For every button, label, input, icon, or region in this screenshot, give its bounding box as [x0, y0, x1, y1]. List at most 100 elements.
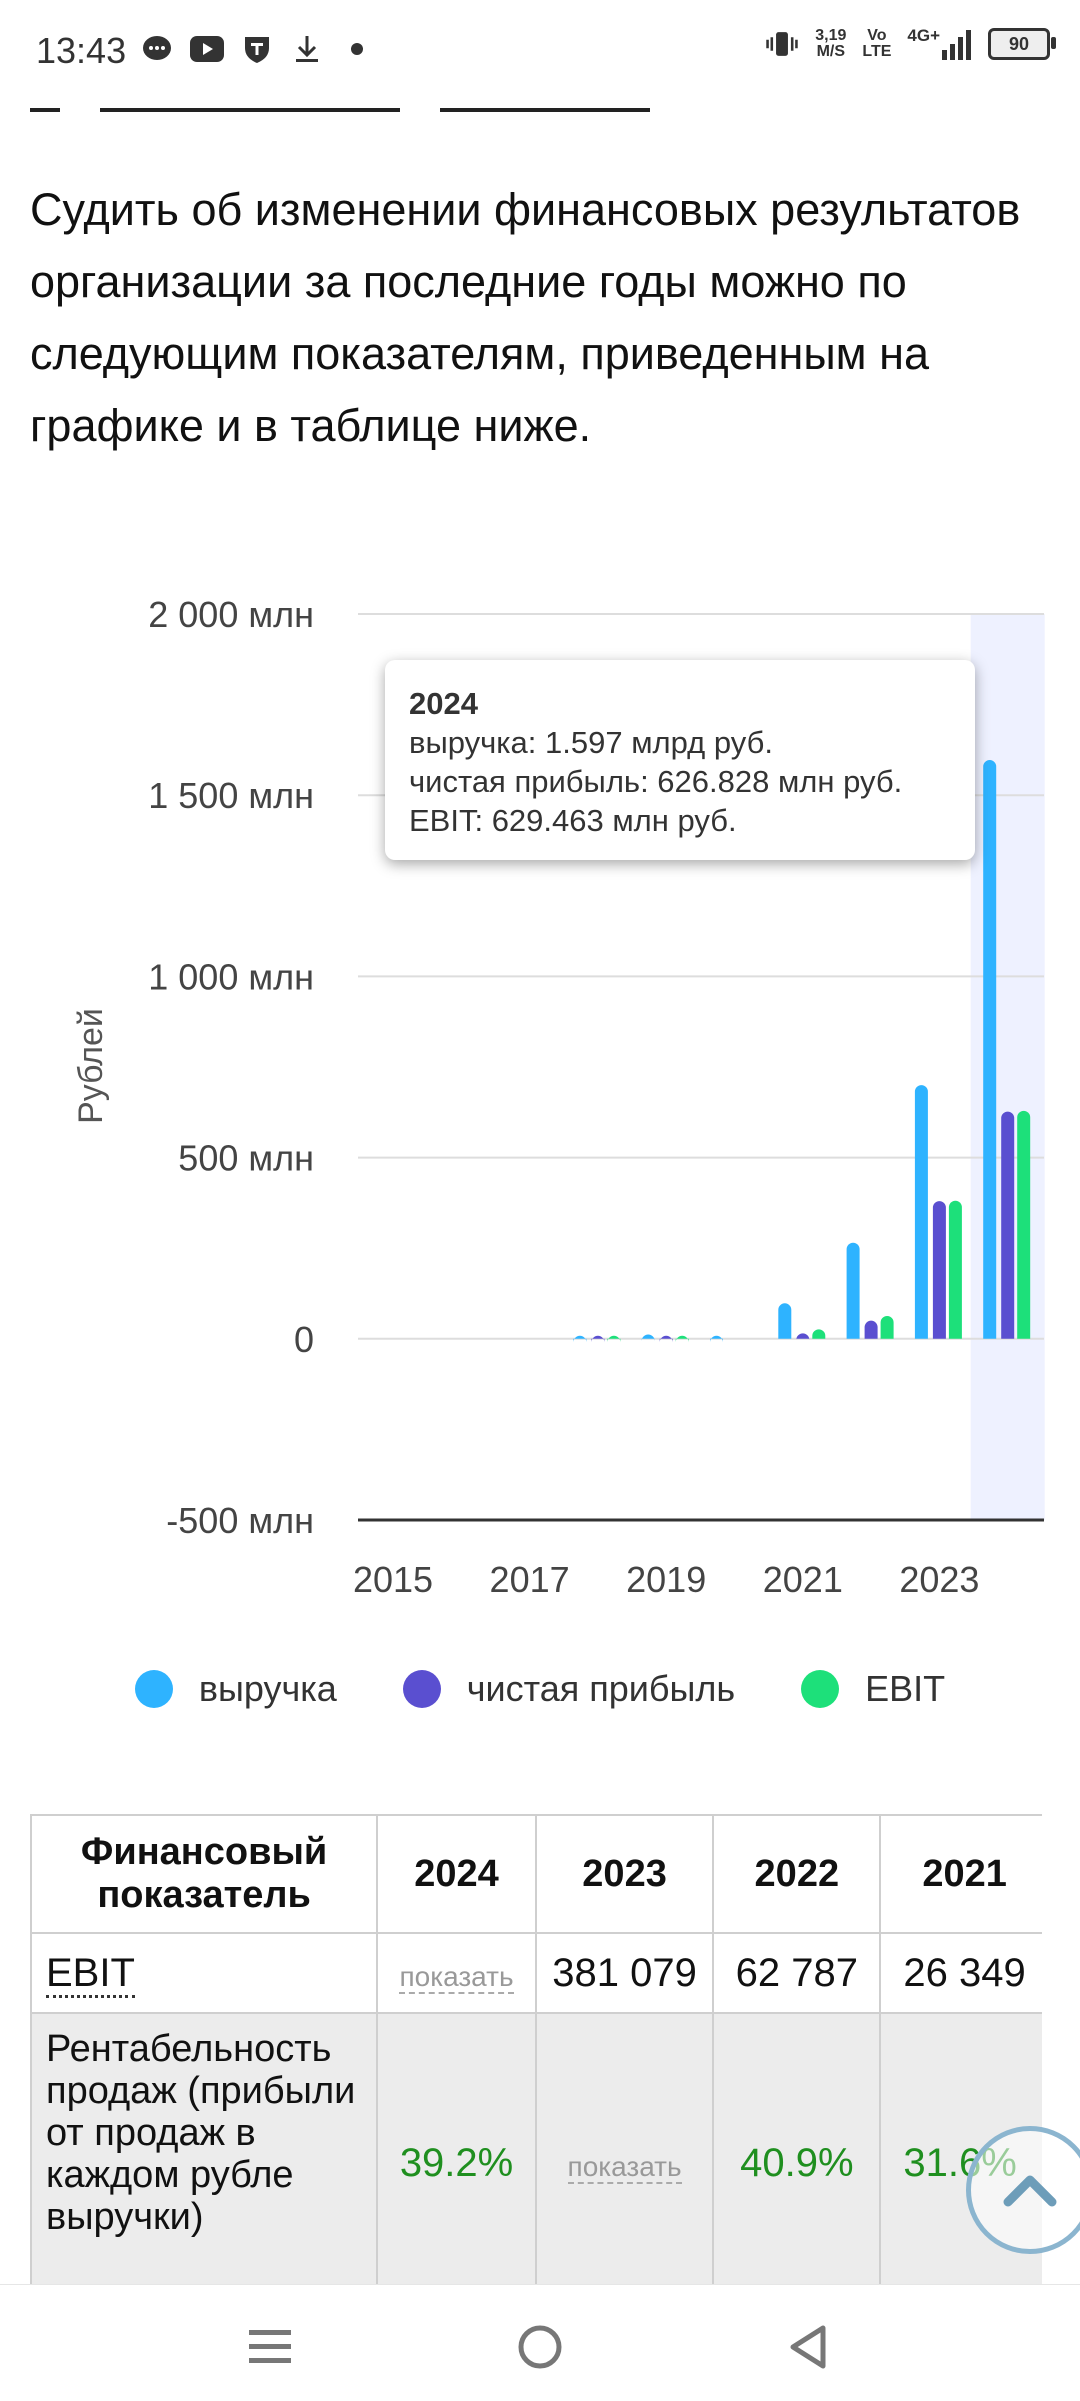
legend-label-net-profit: чистая прибыль	[466, 1668, 736, 1709]
network-type: 4G+	[907, 26, 940, 45]
chat-bubble-icon	[140, 34, 174, 64]
table-row-sales-margin: Рентабельность продаж (прибыли от продаж…	[30, 2012, 1050, 2284]
row-label-sales-margin: Рентабельность продаж (прибыли от продаж…	[30, 2012, 379, 2284]
header-year-2022: 2022	[712, 1814, 882, 1934]
notification-icons	[140, 34, 374, 64]
x-tick-label-2017: 2017	[490, 1559, 570, 1600]
tooltip-revenue: выручка: 1.597 млрд руб.	[409, 725, 773, 760]
show-button[interactable]: показать	[399, 1960, 514, 1994]
legend-dot-net-profit	[402, 1670, 441, 1708]
cut-off-text-line	[30, 96, 850, 114]
bar-выручка-2023	[914, 1085, 928, 1339]
bar-выручка-2024	[983, 760, 997, 1339]
header-indicator: Финансовый показатель	[30, 1814, 379, 1934]
legend-label-revenue: выручка	[198, 1668, 337, 1709]
header-year-2023: 2023	[534, 1814, 715, 1934]
y-tick-label-500: 500 млн	[178, 1138, 314, 1179]
bar-EBIT-2024	[1017, 1110, 1031, 1339]
bar-чистая-прибыль-2019	[659, 1335, 673, 1343]
legend-item-ebit[interactable]: EBIT	[801, 1668, 945, 1710]
bar-выручка-2018	[573, 1335, 587, 1343]
back-triangle-icon	[790, 2325, 826, 2369]
chevron-up-icon	[1003, 2175, 1057, 2207]
row-label-ebit[interactable]: EBIT	[30, 1932, 379, 2014]
legend-dot-revenue	[134, 1670, 173, 1708]
status-right: 3,19 M/S Vo LTE 4G+ 90	[765, 26, 1056, 60]
bar-EBIT-2023	[948, 1200, 962, 1339]
bar-чистая-прибыль-2022	[864, 1320, 878, 1339]
home-circle-icon	[518, 2325, 562, 2369]
bar-EBIT-2019	[675, 1335, 689, 1343]
cell-signal: 4G+	[907, 26, 972, 60]
financial-table-container[interactable]: Финансовый показатель 2024 2023 2022 202…	[30, 1814, 1050, 2284]
legend-dot-ebit	[801, 1670, 840, 1708]
cell-margin-2023[interactable]: показать	[534, 2012, 715, 2284]
bar-выручка-2019	[641, 1334, 655, 1341]
legend-item-revenue[interactable]: выручка	[134, 1668, 337, 1710]
home-button[interactable]	[508, 2315, 572, 2379]
ebit-term[interactable]: EBIT	[46, 1950, 135, 1998]
bar-выручка-2022	[846, 1242, 860, 1339]
tooltip-year: 2024	[409, 686, 478, 721]
table-edge	[1042, 1814, 1050, 2284]
network-speed: 3,19 M/S	[815, 28, 846, 60]
x-tick-label-2023: 2023	[899, 1559, 979, 1600]
menu-button[interactable]	[238, 2315, 302, 2379]
bar-выручка-2021	[778, 1303, 792, 1339]
bar-EBIT-2018	[607, 1335, 621, 1343]
speed-unit: M/S	[816, 43, 846, 60]
download-icon	[290, 34, 324, 64]
table-row-ebit: EBIT показать 381 079 62 787 26 349	[30, 1932, 1050, 2014]
x-tick-label-2015: 2015	[353, 1559, 433, 1600]
y-tick-label-1500: 1 500 млн	[148, 775, 314, 816]
cell-ebit-2021: 26 349	[879, 1932, 1050, 2014]
tooltip-net-profit: чистая прибыль: 626.828 млн руб.	[409, 764, 903, 799]
legend-label-ebit: EBIT	[865, 1668, 946, 1709]
financial-table: Финансовый показатель 2024 2023 2022 202…	[30, 1814, 1050, 2284]
bar-чистая-прибыль-2023	[932, 1201, 946, 1339]
youtube-icon	[190, 34, 224, 64]
bar-чистая-прибыль-2024	[1001, 1111, 1015, 1339]
volte-bottom: LTE	[862, 43, 892, 60]
intro-paragraph: Судить об изменении финансовых результат…	[30, 184, 1021, 451]
volte-indicator: Vo LTE	[862, 28, 891, 60]
volte-top: Vo	[867, 27, 887, 44]
y-tick-label-0: 0	[294, 1319, 314, 1360]
table-header-row: Финансовый показатель 2024 2023 2022 202…	[30, 1814, 1050, 1934]
chart-tooltip: 2024 выручка: 1.597 млрд руб. чистая при…	[385, 660, 975, 860]
bar-чистая-прибыль-2018	[591, 1335, 605, 1343]
cell-ebit-2024[interactable]: показать	[376, 1932, 537, 2014]
cell-margin-2024: 39.2%	[376, 2012, 537, 2284]
vibrate-icon	[765, 29, 799, 59]
battery-indicator: 90	[988, 28, 1056, 60]
x-tick-label-2021: 2021	[763, 1559, 843, 1600]
show-button[interactable]: показать	[567, 2150, 682, 2184]
shield-t-icon	[240, 34, 274, 64]
bar-EBIT-2021	[812, 1329, 826, 1339]
chart-legend: выручка чистая прибыль EBIT	[0, 1668, 1080, 1710]
cell-ebit-2022: 62 787	[712, 1932, 882, 2014]
status-time: 13:43	[36, 30, 127, 71]
system-nav-bar	[0, 2284, 1080, 2401]
signal-icon	[942, 30, 971, 60]
cell-ebit-2023: 381 079	[534, 1932, 715, 2014]
legend-item-net-profit[interactable]: чистая прибыль	[402, 1668, 736, 1710]
y-axis-title: Рублей	[72, 1008, 110, 1124]
y-tick-label-1000: 1 000 млн	[148, 956, 314, 997]
bar-выручка-2020	[710, 1335, 723, 1343]
menu-icon	[249, 2330, 291, 2363]
y-tick-label-2000: 2 000 млн	[148, 594, 314, 635]
speed-value: 3,19	[815, 27, 847, 44]
dot-icon	[340, 34, 374, 64]
scroll-to-top-button[interactable]	[966, 2126, 1080, 2254]
cell-margin-2022: 40.9%	[712, 2012, 882, 2284]
x-tick-label-2019: 2019	[626, 1559, 706, 1600]
status-bar: 13:43 3,19 M/S Vo LTE 4G+	[0, 0, 1080, 110]
tooltip-ebit: EBIT: 629.463 млн руб.	[409, 803, 737, 838]
header-year-2021: 2021	[879, 1814, 1050, 1934]
header-year-2024: 2024	[376, 1814, 537, 1934]
y-tick-label--500: -500 млн	[166, 1500, 314, 1541]
bar-чистая-прибыль-2021	[796, 1333, 810, 1340]
highlight-band-2024	[970, 614, 1045, 1520]
back-button[interactable]	[776, 2315, 840, 2379]
